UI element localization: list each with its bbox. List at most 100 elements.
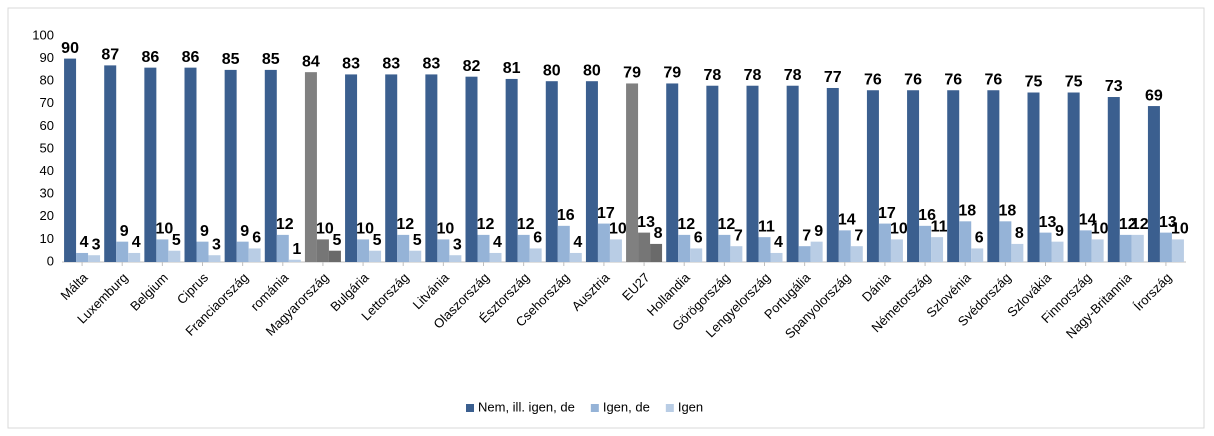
- bar: [236, 241, 249, 262]
- bar: [810, 241, 823, 262]
- value-label: 4: [774, 234, 783, 251]
- bar: [706, 85, 719, 262]
- value-label: 10: [890, 221, 908, 238]
- bar: [208, 255, 221, 262]
- value-label: 81: [503, 60, 521, 77]
- bar: [1107, 97, 1120, 263]
- bar: [505, 78, 518, 262]
- legend-swatch: [590, 404, 599, 412]
- bar: [597, 223, 610, 262]
- bar: [328, 250, 341, 262]
- value-label: 7: [802, 227, 811, 244]
- value-label: 9: [814, 223, 823, 240]
- value-label: 18: [998, 203, 1016, 220]
- bar: [449, 255, 462, 262]
- value-label: 83: [342, 56, 360, 73]
- value-label: 11: [758, 218, 775, 235]
- value-label: 6: [252, 230, 261, 247]
- bar: [385, 74, 398, 262]
- bar: [826, 87, 839, 262]
- value-label: 80: [543, 62, 561, 79]
- value-label: 75: [1065, 74, 1083, 91]
- value-label: 16: [557, 207, 575, 224]
- bar: [1119, 234, 1132, 262]
- bar: [878, 223, 891, 262]
- bar: [1171, 239, 1184, 262]
- value-label: 4: [493, 234, 502, 251]
- bar: [437, 239, 450, 262]
- bar: [666, 83, 679, 263]
- value-label: 6: [975, 230, 984, 247]
- bar: [690, 248, 703, 262]
- value-label: 14: [838, 212, 856, 229]
- y-tick-label: 70: [40, 95, 54, 110]
- value-label: 84: [302, 53, 320, 70]
- bar: [569, 252, 582, 262]
- value-label: 10: [356, 221, 374, 238]
- value-label: 86: [141, 49, 159, 66]
- bar: [316, 239, 329, 262]
- value-label: 5: [413, 232, 422, 249]
- value-label: 5: [373, 232, 382, 249]
- value-label: 11: [931, 218, 948, 235]
- value-label: 4: [132, 234, 141, 251]
- bar: [971, 248, 984, 262]
- value-label: 6: [694, 230, 703, 247]
- bar: [116, 241, 129, 262]
- value-label: 12: [717, 216, 735, 233]
- value-label: 9: [240, 223, 249, 240]
- value-label: 4: [80, 234, 89, 251]
- value-label: 9: [120, 223, 129, 240]
- value-label: 83: [422, 56, 440, 73]
- value-label: 14: [1079, 212, 1097, 229]
- bar: [678, 234, 691, 262]
- bar: [838, 230, 851, 262]
- value-label: 3: [212, 236, 221, 253]
- value-label: 85: [222, 51, 240, 68]
- bar: [224, 69, 237, 263]
- bar: [545, 81, 558, 262]
- value-label: 13: [637, 214, 655, 231]
- value-label: 12: [477, 216, 495, 233]
- bar: [1131, 234, 1144, 262]
- y-tick-label: 10: [40, 231, 54, 246]
- bar: [357, 239, 370, 262]
- value-label: 10: [1171, 221, 1189, 238]
- y-tick-label: 30: [40, 186, 54, 201]
- value-label: 7: [734, 227, 743, 244]
- bar: [850, 246, 863, 262]
- bar: [425, 74, 438, 262]
- bar: [409, 250, 422, 262]
- bar: [276, 234, 289, 262]
- bar: [626, 83, 639, 263]
- bar: [288, 259, 301, 262]
- value-label: 5: [172, 232, 181, 249]
- bar: [730, 246, 743, 262]
- value-label: 87: [101, 47, 119, 64]
- bar: [718, 234, 731, 262]
- value-label: 73: [1105, 78, 1123, 95]
- value-label: 12: [396, 216, 414, 233]
- bar: [529, 248, 542, 262]
- bar: [397, 234, 410, 262]
- bar: [88, 255, 101, 262]
- value-label: 9: [1055, 223, 1064, 240]
- value-label: 77: [824, 69, 842, 86]
- bar: [1011, 243, 1024, 262]
- y-tick-label: 20: [40, 208, 54, 223]
- bar: [1039, 232, 1052, 262]
- bar: [168, 250, 181, 262]
- bar: [144, 67, 157, 262]
- bar: [919, 225, 932, 262]
- bar: [999, 221, 1012, 262]
- bar: [465, 76, 478, 263]
- value-label: 13: [1159, 214, 1177, 231]
- bar: [987, 90, 1000, 263]
- value-label: 10: [609, 221, 627, 238]
- value-label: 79: [623, 65, 641, 82]
- bar: [345, 74, 358, 262]
- bar: [786, 85, 799, 262]
- value-label: 12: [276, 216, 294, 233]
- bar: [184, 67, 197, 262]
